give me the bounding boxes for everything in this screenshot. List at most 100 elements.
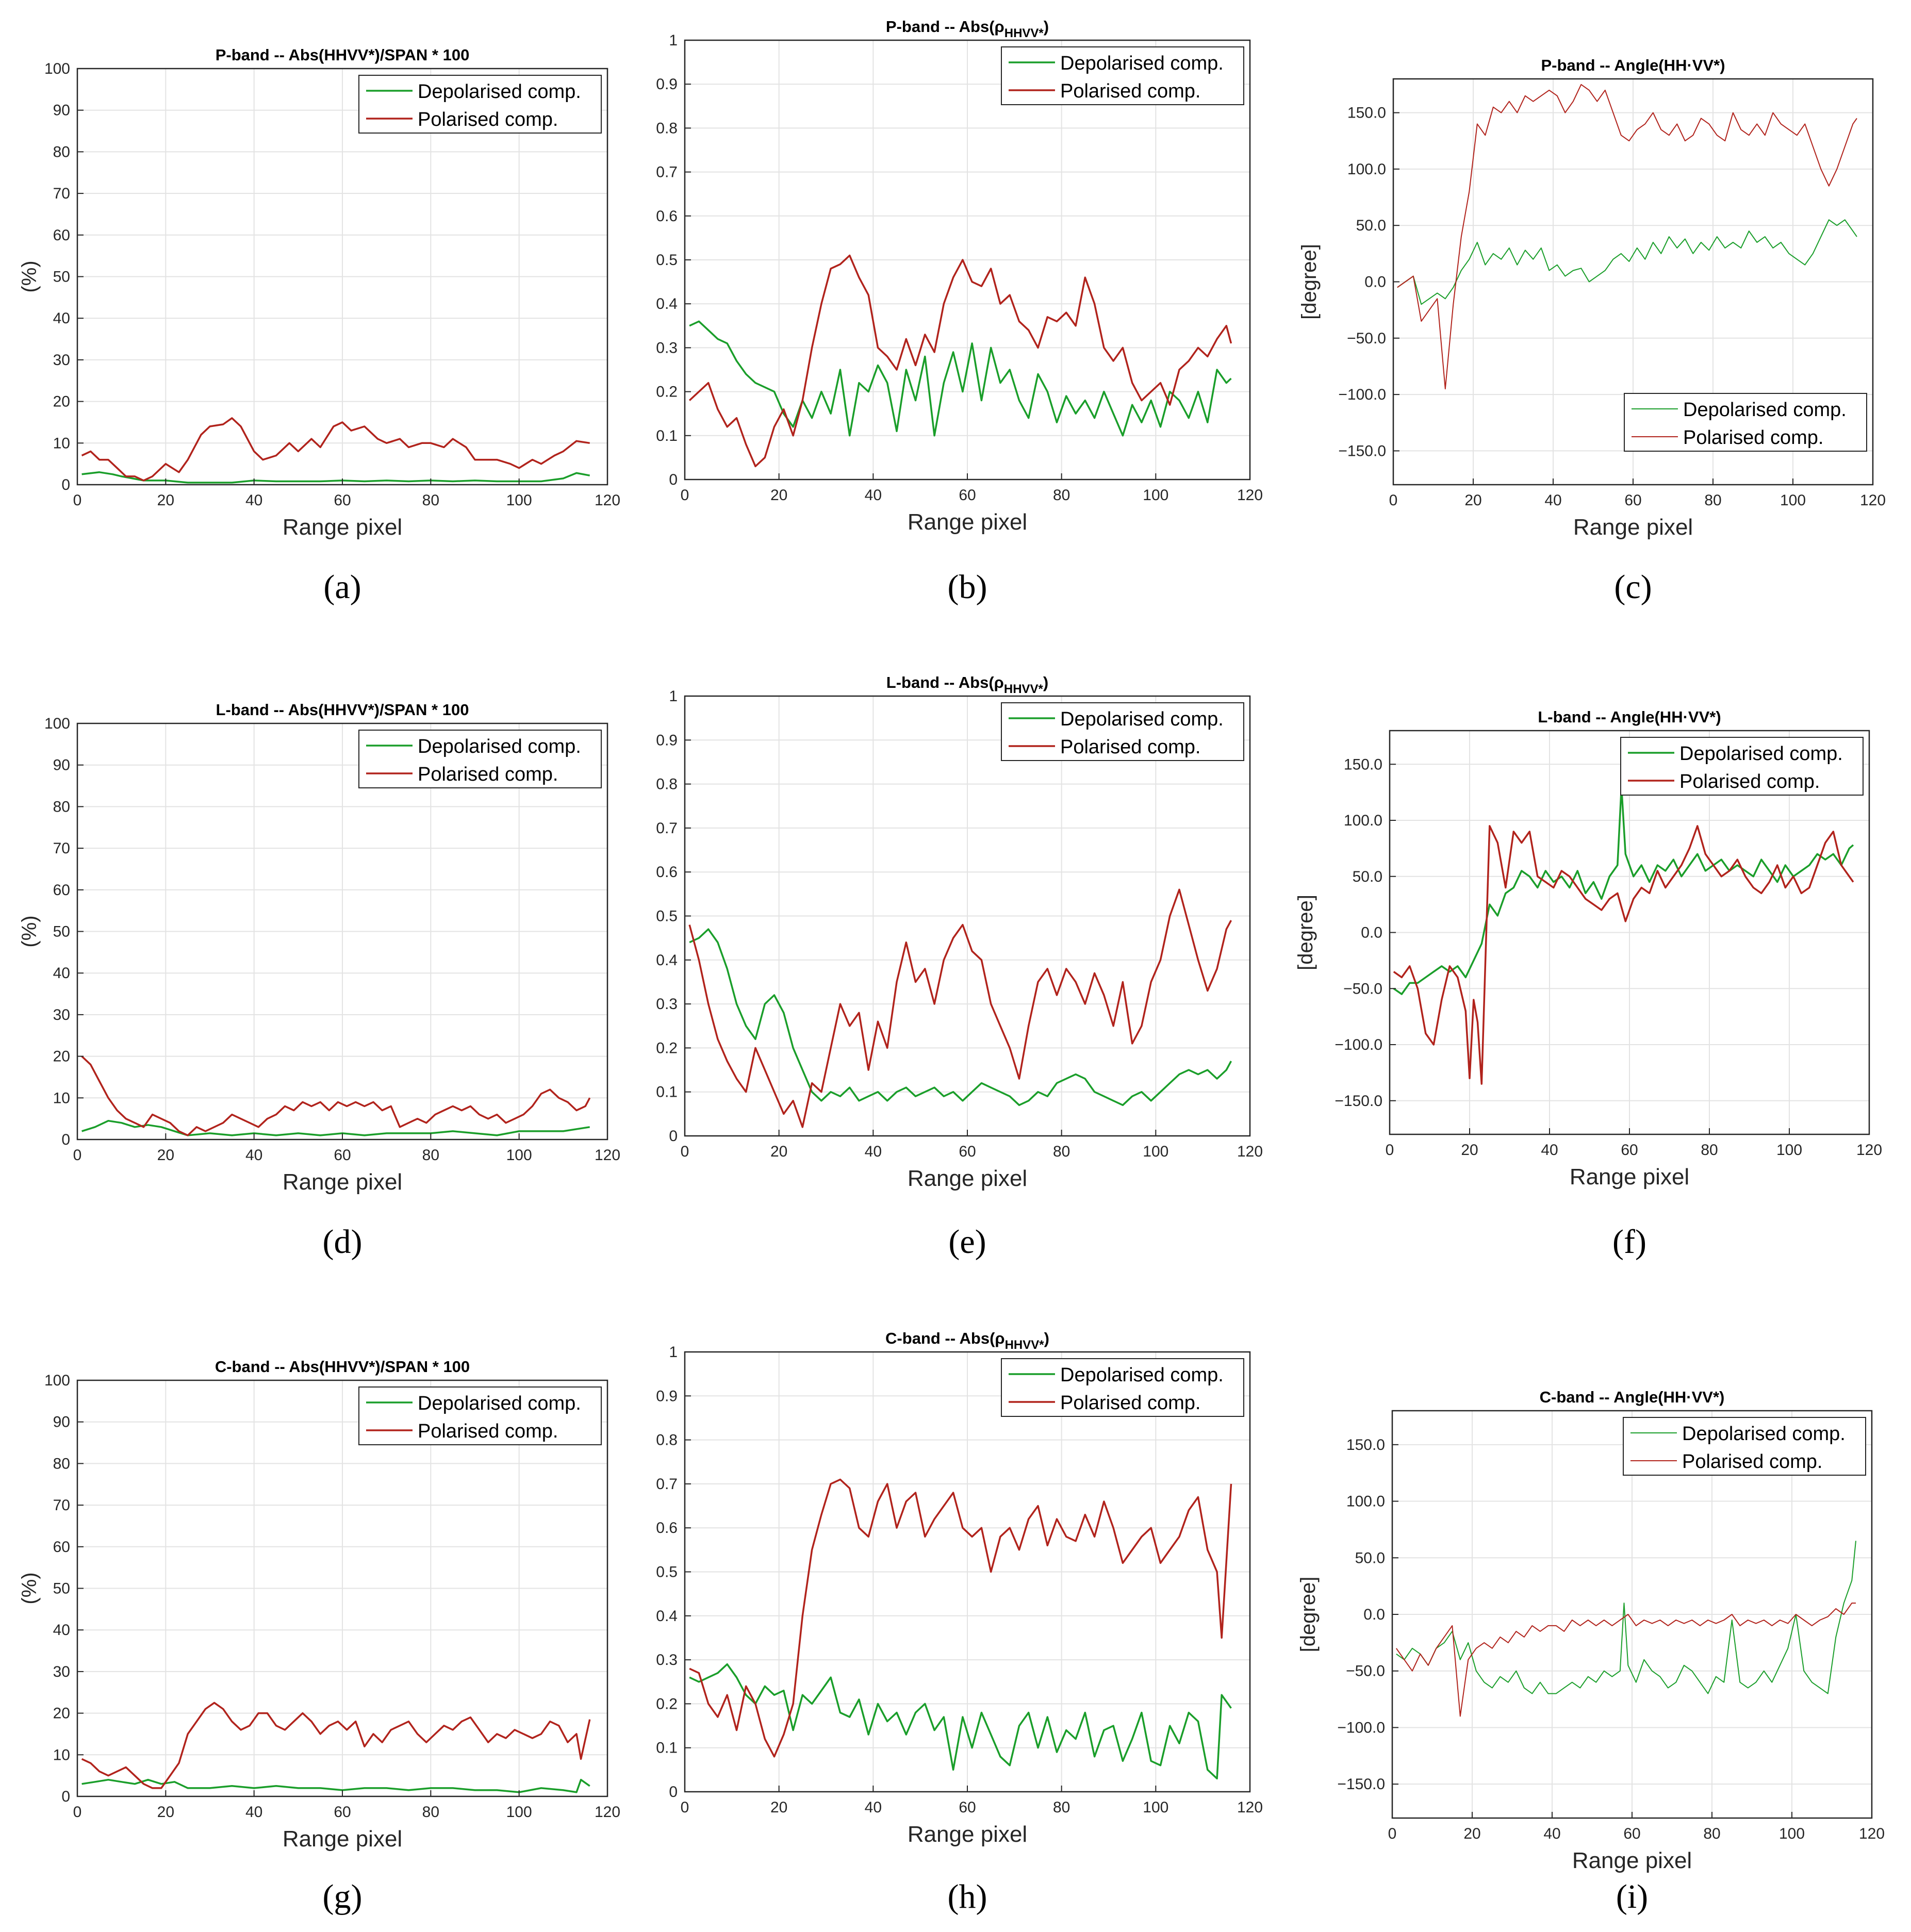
- y-axis-label: [degree]: [1297, 1577, 1320, 1653]
- legend: Depolarised comp. Polarised comp.: [358, 1386, 602, 1445]
- x-tick-label: 120: [1856, 1142, 1882, 1159]
- series-line-depolarised: [81, 1119, 590, 1136]
- x-axis-label: Range pixel: [283, 1826, 402, 1852]
- y-tick-label: 0.0: [1361, 924, 1382, 942]
- y-tick-label: 100: [44, 1372, 70, 1389]
- x-tick-label: 40: [865, 1799, 882, 1816]
- y-tick-label: 80: [53, 1455, 70, 1472]
- chart-panel-f: 0 20 40 60 80 100 120 −150.0 −100.0 −50.0 0.0 50.0 1…: [1294, 708, 1882, 1261]
- x-tick-label: 0: [681, 487, 689, 504]
- x-tick-label: 60: [959, 1799, 976, 1816]
- legend: Depolarised comp. Polarised comp.: [1624, 393, 1867, 452]
- series-line-polarised: [81, 417, 590, 482]
- panel-label: (i): [1616, 1878, 1648, 1916]
- series-line-polarised: [1395, 1603, 1856, 1717]
- series-line-polarised: [81, 1702, 591, 1789]
- x-axis-label: Range pixel: [1572, 1848, 1692, 1873]
- x-tick-label: 120: [1237, 1799, 1263, 1816]
- y-tick-label: 10: [53, 435, 70, 452]
- x-tick-label: 100: [506, 1147, 532, 1164]
- chart-title-subscript: HHVV*: [1005, 1338, 1045, 1352]
- chart-title: L-band -- Abs(HHVV*)/SPAN * 100: [216, 701, 469, 719]
- y-tick-label: −100.0: [1335, 1036, 1382, 1053]
- panel-label: (g): [323, 1878, 363, 1916]
- x-axis-label: Range pixel: [908, 509, 1027, 535]
- chart-title-end: ): [1044, 1329, 1049, 1347]
- y-tick-label: 0.0: [1364, 274, 1386, 291]
- y-axis-label: (%): [18, 915, 41, 947]
- legend-entry-polarised: Polarised comp.: [418, 109, 558, 130]
- x-tick-label: 40: [865, 1143, 882, 1160]
- chart-panel-d: 0 20 40 60 80 100 120 0 10 20 30 40 50 60 70 80 90 100 L-b…: [18, 701, 620, 1261]
- y-tick-label: 0.1: [656, 1740, 678, 1757]
- legend-box: [1001, 702, 1244, 761]
- y-tick-label: 30: [53, 1006, 70, 1023]
- chart-title: L-band -- Abs(ρHHVV*): [886, 673, 1048, 696]
- chart-title-main: P-band -- Abs(HHVV*)/SPAN * 100: [216, 46, 470, 64]
- chart-title-main: C-band -- Abs(HHVV*)/SPAN * 100: [215, 1358, 470, 1376]
- y-tick-label: 0.6: [656, 208, 678, 225]
- chart-title-end: ): [1044, 18, 1049, 36]
- y-tick-label: 0.2: [656, 1695, 678, 1712]
- y-tick-label: 70: [53, 840, 70, 857]
- y-tick-label: 40: [53, 310, 70, 327]
- legend-entry-polarised: Polarised comp.: [1060, 1392, 1200, 1414]
- legend-box: [1620, 737, 1864, 796]
- y-tick-label: 50.0: [1355, 1549, 1385, 1566]
- y-axis-label: [degree]: [1294, 895, 1317, 970]
- legend-entry-depolarised: Depolarised comp.: [1683, 399, 1847, 421]
- x-tick-label: 20: [1464, 492, 1481, 509]
- x-tick-label: 80: [1053, 1143, 1070, 1160]
- y-tick-label: 0.9: [656, 76, 678, 93]
- x-tick-label: 0: [681, 1799, 689, 1816]
- y-tick-label: 0: [669, 1784, 678, 1801]
- y-tick-label: 0: [669, 471, 678, 488]
- x-tick-label: 80: [1701, 1142, 1718, 1159]
- legend-box: [1001, 46, 1244, 105]
- legend-entry-polarised: Polarised comp.: [1683, 427, 1823, 449]
- y-tick-label: 0.6: [656, 1520, 678, 1537]
- y-tick-label: 0: [669, 1128, 678, 1145]
- x-tick-label: 20: [157, 1147, 174, 1164]
- series-line-polarised: [689, 1478, 1232, 1758]
- panel-label: (h): [948, 1878, 987, 1916]
- legend-entry-depolarised: Depolarised comp.: [418, 736, 581, 757]
- y-tick-label: 0.1: [656, 1084, 678, 1101]
- y-axis-label: (%): [18, 260, 41, 292]
- x-tick-label: 60: [1621, 1142, 1638, 1159]
- y-axis-label: [degree]: [1298, 244, 1321, 320]
- y-tick-label: 10: [53, 1746, 70, 1763]
- panel-label: (f): [1612, 1223, 1646, 1261]
- y-tick-label: 100.0: [1347, 161, 1386, 178]
- y-tick-label: 20: [53, 393, 70, 410]
- y-tick-label: 0: [61, 1131, 70, 1148]
- x-tick-label: 120: [1860, 492, 1886, 509]
- x-tick-label: 0: [1388, 1825, 1397, 1842]
- legend-box: [358, 730, 602, 788]
- x-tick-label: 120: [595, 492, 620, 509]
- x-tick-label: 0: [1386, 1142, 1394, 1159]
- y-tick-label: 50: [53, 1580, 70, 1597]
- x-tick-label: 100: [506, 1804, 532, 1821]
- y-tick-label: 80: [53, 143, 70, 160]
- x-tick-label: 100: [1143, 1143, 1168, 1160]
- x-tick-label: 120: [1859, 1825, 1885, 1842]
- chart-panel-e: 0 20 40 60 80 100 120 0 0.1 0.2 0.3 0.4 0.5 0.6 0.7 0.8…: [656, 673, 1263, 1261]
- y-tick-label: 0.0: [1363, 1606, 1385, 1623]
- x-tick-label: 0: [1389, 492, 1398, 509]
- x-tick-label: 0: [73, 1804, 82, 1821]
- panel-label: (a): [323, 568, 361, 606]
- y-tick-label: 100: [44, 60, 70, 77]
- legend-entry-polarised: Polarised comp.: [1682, 1451, 1822, 1473]
- chart-panel-i: 0 20 40 60 80 100 120 −150.0 −100.0 −50.0 0.0 50.0 1…: [1297, 1388, 1885, 1916]
- y-tick-label: 70: [53, 1497, 70, 1514]
- chart-title-main: L-band -- Abs(ρ: [886, 673, 1004, 691]
- y-tick-label: 0.1: [656, 427, 678, 444]
- y-tick-label: −150.0: [1335, 1093, 1382, 1110]
- x-tick-label: 40: [245, 1804, 262, 1821]
- chart-panel-g: 0 20 40 60 80 100 120 0 10 20 30 40 50 60 70 80 90 100 C-b…: [18, 1358, 620, 1916]
- y-tick-label: 1: [669, 688, 678, 705]
- chart-panel-c: 0 20 40 60 80 100 120 −150.0 −100.0 −50.0 0.0 50.0 1…: [1298, 56, 1886, 606]
- chart-panel-b: 0 20 40 60 80 100 120 0 0.1 0.2 0.3 0.4 0.5 0.6 0.7 0.8…: [656, 18, 1263, 606]
